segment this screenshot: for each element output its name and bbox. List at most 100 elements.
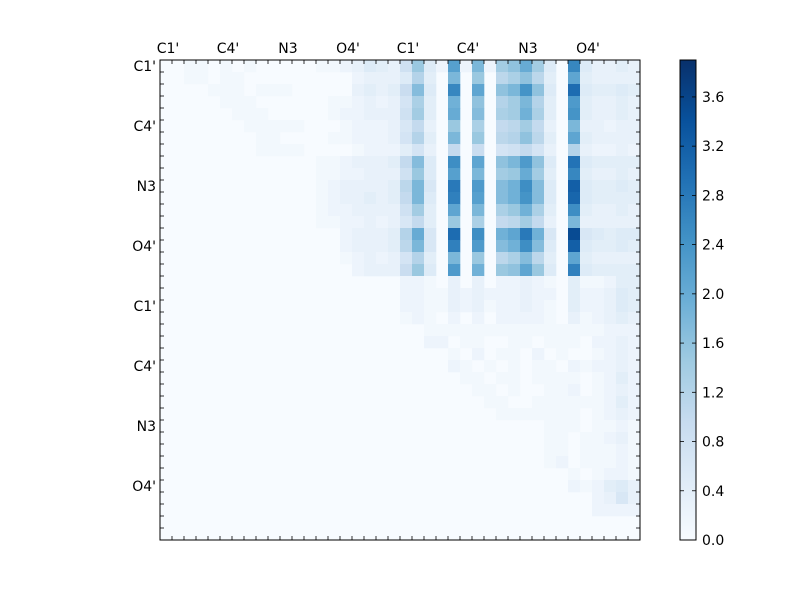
heatmap-cell: [352, 168, 365, 181]
heatmap-cell: [616, 372, 629, 385]
heatmap-cell: [472, 108, 485, 121]
heatmap-cell: [364, 72, 377, 85]
heatmap-cell: [508, 348, 521, 361]
heatmap-cell: [388, 216, 401, 229]
heatmap-cell: [388, 132, 401, 145]
heatmap-cell: [400, 216, 413, 229]
heatmap-cell: [508, 156, 521, 169]
heatmap-cell: [436, 60, 449, 73]
heatmap-cell: [628, 504, 641, 517]
heatmap-cell: [316, 204, 329, 217]
heatmap-cell: [460, 324, 473, 337]
heatmap-cell: [400, 228, 413, 241]
heatmap-cell: [532, 300, 545, 313]
heatmap-cell: [616, 180, 629, 193]
heatmap-cell: [472, 276, 485, 289]
heatmap-cell: [532, 264, 545, 277]
heatmap-cell: [544, 300, 557, 313]
heatmap-cell: [448, 252, 461, 265]
heatmap-cell: [424, 288, 437, 301]
heatmap-cell: [568, 120, 581, 133]
heatmap-cell: [568, 300, 581, 313]
heatmap-cell: [604, 132, 617, 145]
heatmap-cell: [544, 252, 557, 265]
heatmap-cell: [448, 180, 461, 193]
colorbar-tick-label: 0.4: [702, 484, 724, 500]
heatmap-cell: [400, 312, 413, 325]
heatmap-cell: [268, 132, 281, 145]
heatmap-cell: [328, 108, 341, 121]
heatmap-cell: [400, 240, 413, 253]
heatmap-cell: [532, 192, 545, 205]
heatmap-cell: [412, 204, 425, 217]
heatmap-cell: [520, 108, 533, 121]
heatmap-cell: [628, 348, 641, 361]
heatmap-cell: [496, 264, 509, 277]
y-tick-label: N3: [137, 179, 156, 195]
heatmap-cell: [520, 168, 533, 181]
heatmap-cell: [568, 60, 581, 73]
heatmap-cell: [544, 60, 557, 73]
heatmap-cell: [628, 396, 641, 409]
heatmap-cell: [508, 216, 521, 229]
heatmap-cell: [496, 180, 509, 193]
heatmap-cell: [580, 192, 593, 205]
heatmap-cell: [616, 396, 629, 409]
heatmap-cell: [496, 396, 509, 409]
heatmap-cell: [580, 312, 593, 325]
heatmap-cell: [400, 72, 413, 85]
heatmap-cell: [220, 60, 233, 73]
heatmap-cell: [544, 264, 557, 277]
heatmap-cell: [508, 120, 521, 133]
x-tick-label: N3: [278, 41, 297, 57]
heatmap-cell: [400, 276, 413, 289]
heatmap-cell: [544, 240, 557, 253]
heatmap-cell: [352, 204, 365, 217]
heatmap-cell: [496, 228, 509, 241]
heatmap-cell: [544, 384, 557, 397]
heatmap-cell: [352, 216, 365, 229]
heatmap-cell: [256, 84, 269, 97]
heatmap-cell: [448, 348, 461, 361]
colorbar-tick-label: 2.4: [702, 238, 724, 254]
heatmap-cell: [472, 192, 485, 205]
heatmap-cell: [520, 228, 533, 241]
heatmap-cell: [628, 156, 641, 169]
heatmap-cell: [544, 396, 557, 409]
heatmap-cell: [340, 60, 353, 73]
heatmap-cell: [568, 156, 581, 169]
colorbar-tick-label: 2.8: [702, 188, 724, 204]
heatmap-cell: [448, 60, 461, 73]
heatmap-cell: [412, 312, 425, 325]
heatmap-cell: [448, 360, 461, 373]
heatmap-cell: [364, 228, 377, 241]
heatmap-cell: [592, 276, 605, 289]
heatmap-cell: [364, 252, 377, 265]
heatmap-cell: [580, 156, 593, 169]
heatmap-cell: [232, 96, 245, 109]
heatmap-cell: [400, 144, 413, 157]
colorbar-tick-label: 2.0: [702, 287, 724, 303]
heatmap-cell: [604, 372, 617, 385]
heatmap-cell: [424, 156, 437, 169]
heatmap-cell: [460, 300, 473, 313]
heatmap-cell: [412, 300, 425, 313]
heatmap-cell: [544, 336, 557, 349]
heatmap-cell: [580, 144, 593, 157]
heatmap-cell: [448, 132, 461, 145]
heatmap-cell: [520, 96, 533, 109]
heatmap-cell: [628, 108, 641, 121]
heatmap-cell: [520, 120, 533, 133]
heatmap-cell: [340, 168, 353, 181]
heatmap-cell: [472, 240, 485, 253]
heatmap-cell: [340, 216, 353, 229]
heatmap-cell: [628, 492, 641, 505]
heatmap-cell: [292, 144, 305, 157]
heatmap-cell: [448, 204, 461, 217]
heatmap-cell: [364, 168, 377, 181]
heatmap-cell: [472, 228, 485, 241]
heatmap-cell: [568, 312, 581, 325]
heatmap-cell: [628, 480, 641, 493]
heatmap-cell: [604, 120, 617, 133]
heatmap-cell: [604, 480, 617, 493]
